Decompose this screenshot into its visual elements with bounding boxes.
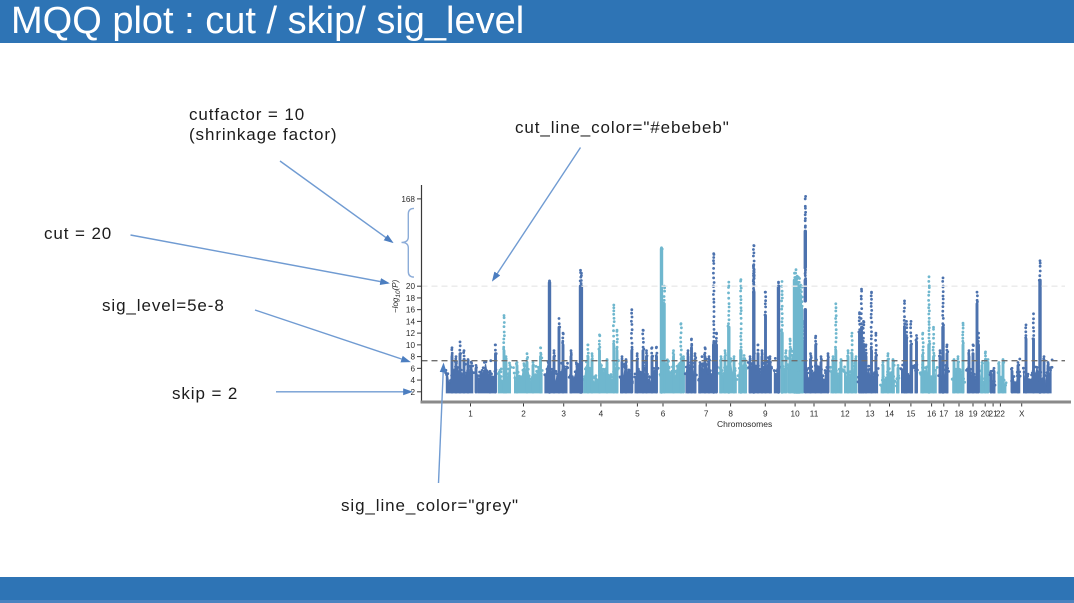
svg-text:22: 22 (996, 410, 1006, 419)
svg-text:1: 1 (468, 410, 473, 419)
svg-text:16: 16 (406, 306, 416, 315)
svg-text:2: 2 (521, 410, 526, 419)
svg-text:21: 21 (989, 410, 999, 419)
svg-text:−log10(P): −log10(P) (391, 279, 402, 313)
svg-text:10: 10 (406, 341, 416, 350)
svg-text:13: 13 (865, 410, 875, 419)
svg-text:20: 20 (981, 410, 991, 419)
svg-text:6: 6 (410, 364, 415, 373)
svg-text:20: 20 (406, 282, 416, 291)
svg-text:10: 10 (791, 410, 801, 419)
svg-text:11: 11 (810, 410, 819, 419)
svg-text:8: 8 (728, 410, 733, 419)
svg-text:9: 9 (763, 410, 768, 419)
svg-text:14: 14 (406, 317, 416, 326)
svg-text:14: 14 (885, 410, 895, 419)
svg-text:12: 12 (841, 410, 851, 419)
svg-text:12: 12 (406, 329, 416, 338)
svg-text:8: 8 (410, 353, 415, 362)
svg-text:Chromosomes: Chromosomes (717, 419, 772, 429)
svg-text:17: 17 (939, 410, 949, 419)
svg-text:X: X (1019, 410, 1025, 419)
svg-text:2: 2 (410, 388, 415, 397)
svg-text:16: 16 (927, 410, 937, 419)
svg-text:18: 18 (406, 294, 416, 303)
svg-text:15: 15 (906, 410, 916, 419)
svg-text:4: 4 (410, 376, 415, 385)
svg-text:3: 3 (561, 410, 566, 419)
svg-text:7: 7 (704, 410, 709, 419)
svg-text:4: 4 (599, 410, 604, 419)
svg-text:19: 19 (968, 410, 978, 419)
svg-text:6: 6 (661, 410, 666, 419)
svg-text:5: 5 (635, 410, 640, 419)
svg-text:168: 168 (401, 195, 415, 204)
svg-text:18: 18 (954, 410, 964, 419)
